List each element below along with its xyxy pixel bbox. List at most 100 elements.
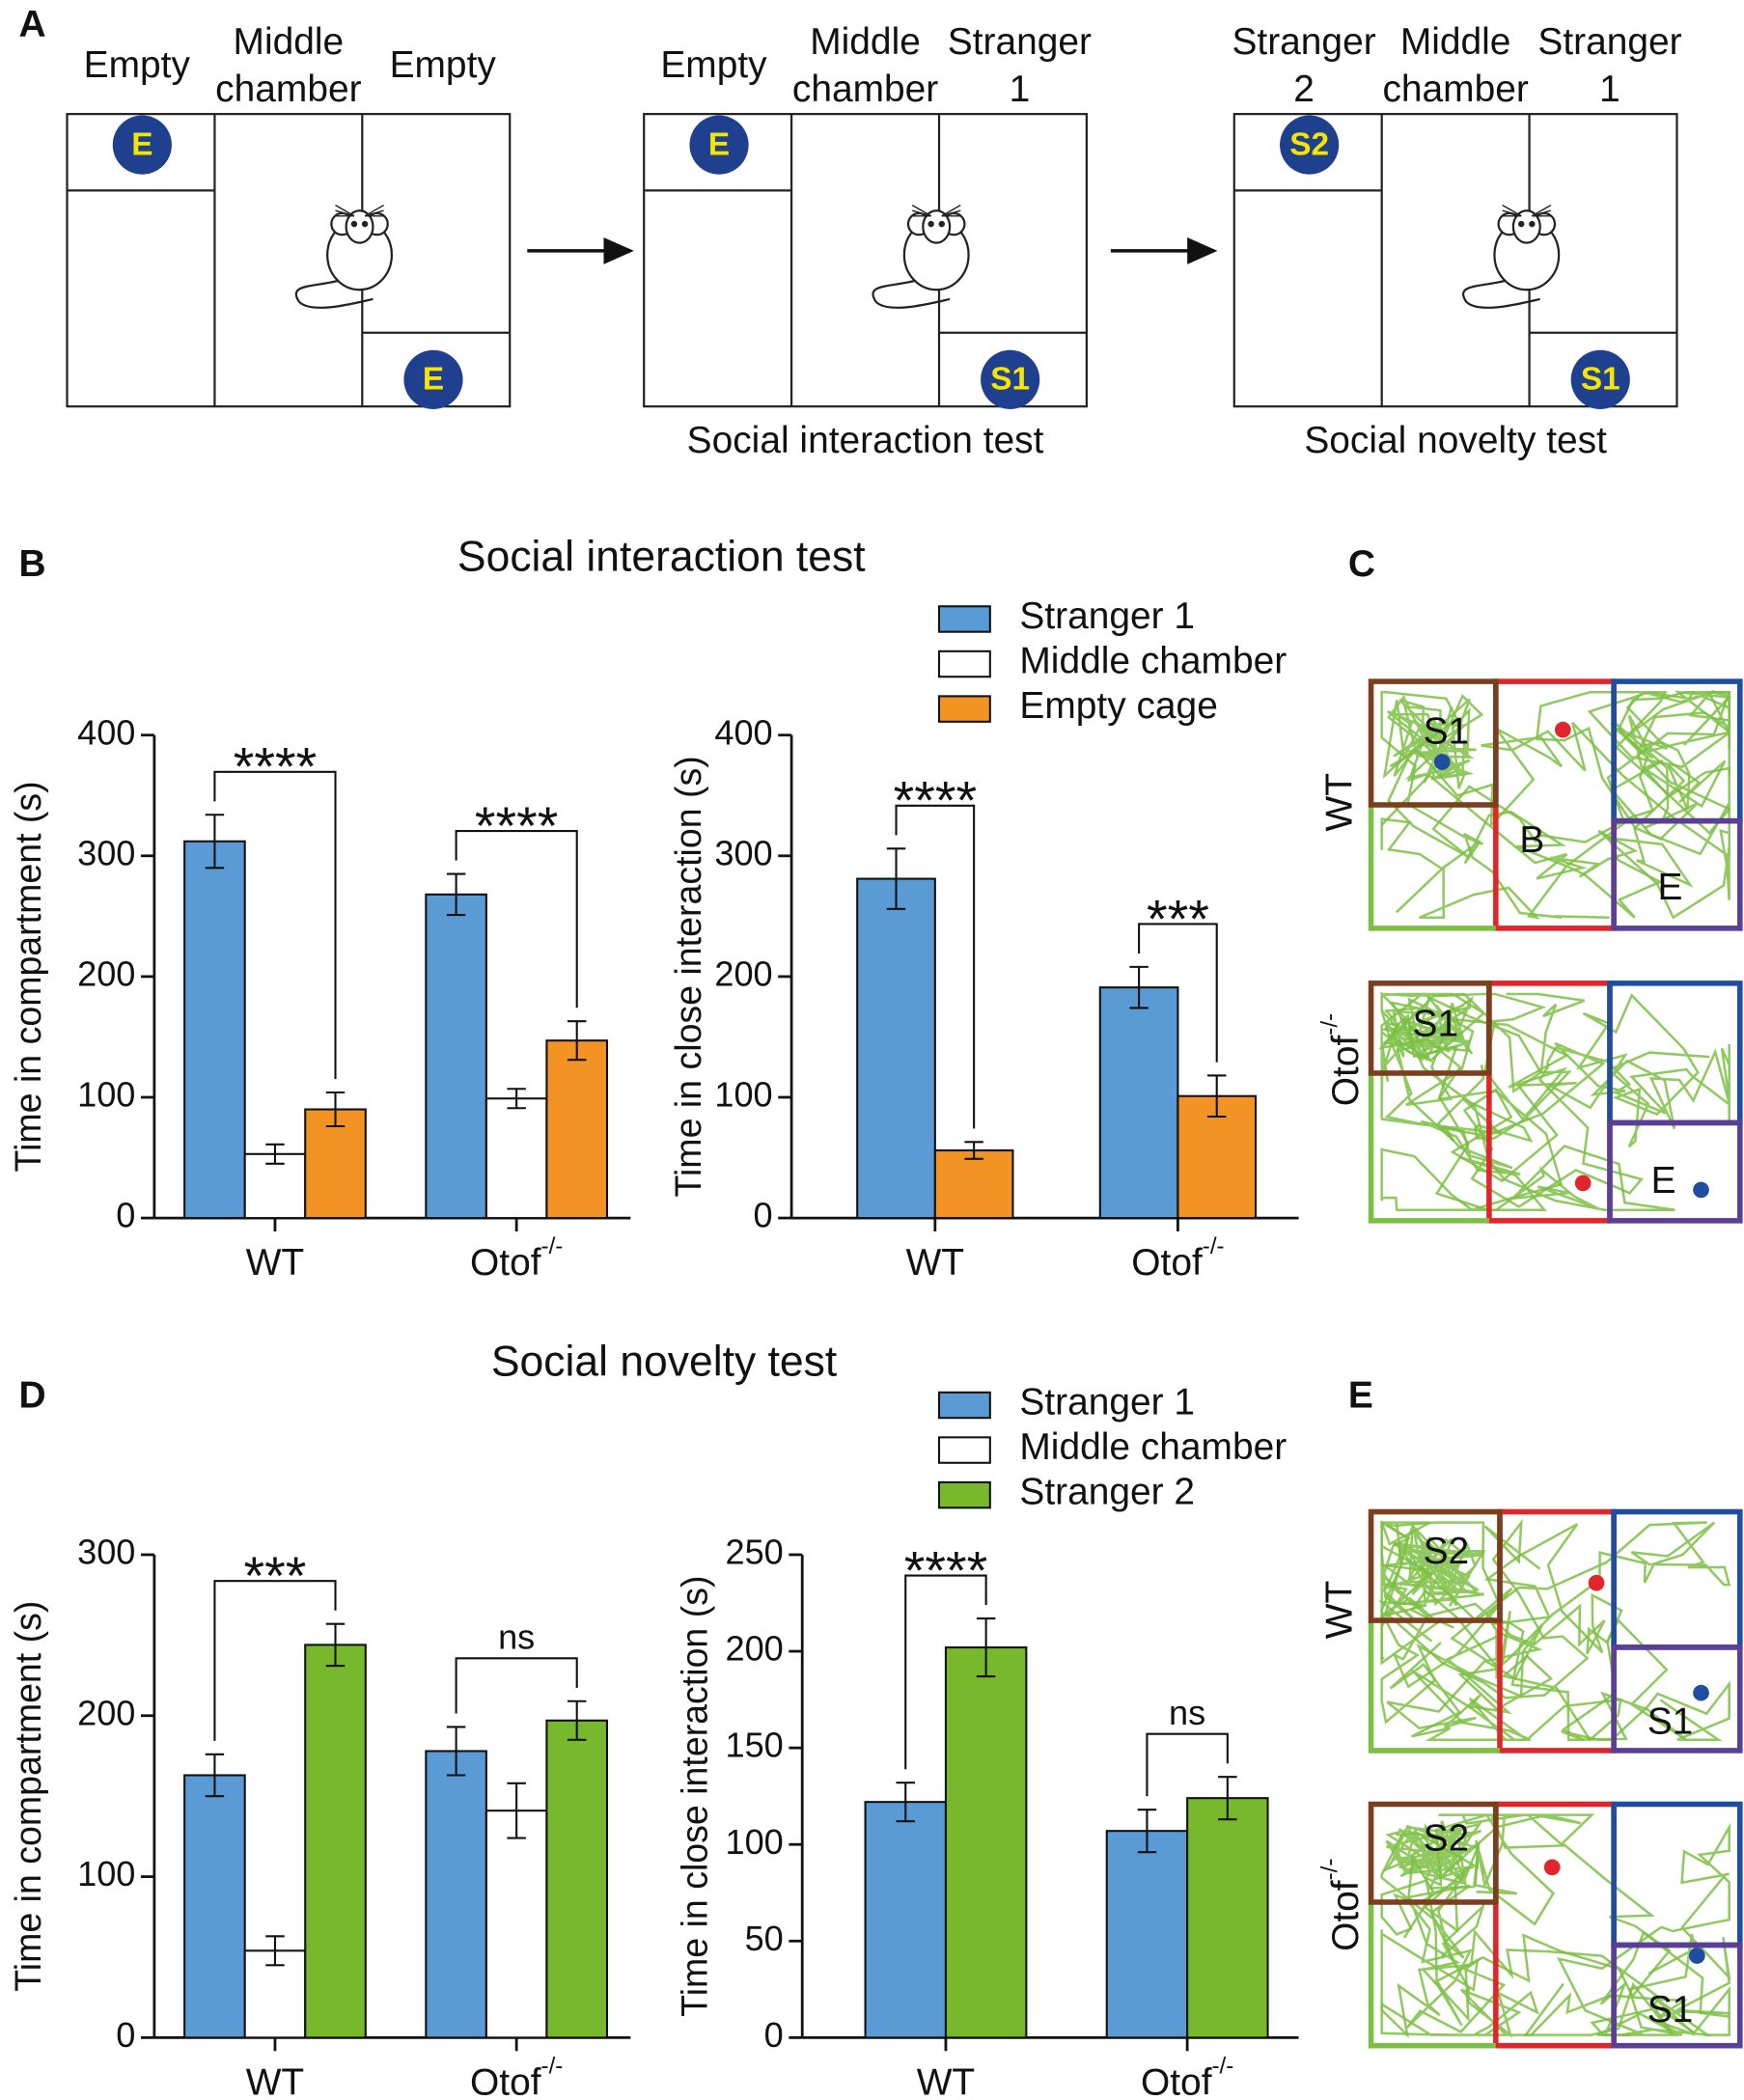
bar [425, 893, 487, 1220]
chamber-label: 2 [1293, 69, 1315, 110]
mouse-eye [938, 220, 945, 228]
chamber-label: Middle [234, 21, 345, 63]
legend-label: Stranger 1 [1019, 595, 1195, 637]
legend-label: Stranger 1 [1019, 1382, 1195, 1423]
legend-swatch [937, 649, 991, 678]
chamber-box [66, 113, 512, 408]
trajectory [1380, 1853, 1730, 2039]
legend-label: Stranger 2 [1019, 1472, 1195, 1513]
x-tick-label: Otof-/- [470, 2054, 563, 2100]
bar [484, 1097, 548, 1220]
x-tick-label: Otof-/- [1131, 1234, 1224, 1284]
chamber-label: Empty [660, 44, 767, 86]
trajectory [1380, 1822, 1731, 2038]
chamber-label: 1 [1010, 69, 1031, 110]
tail-marker [1693, 1181, 1709, 1199]
zone-left-cage [1368, 1508, 1503, 1623]
y-tick-label: 50 [745, 1919, 784, 1958]
group-label: Otof-/- [1317, 1859, 1367, 1951]
whisker [1502, 209, 1522, 217]
significance-label: ns [1169, 1693, 1205, 1732]
mouse-icon [1462, 205, 1561, 309]
chamber-label: chamber [215, 69, 361, 110]
significance-bracket [455, 1657, 578, 1714]
y-tick-label: 100 [77, 1854, 135, 1893]
zone-right-cage [1611, 817, 1743, 931]
mouse-tail [1462, 276, 1540, 309]
bar [183, 840, 246, 1220]
x-tick-label: WT [906, 1242, 965, 1284]
significance-label: *** [244, 1546, 307, 1606]
bar [864, 1801, 947, 2039]
zone-left [1368, 1901, 1496, 2049]
chamber-label: 1 [1599, 69, 1620, 110]
whisker [1532, 209, 1552, 217]
zone-left [1368, 1620, 1501, 1754]
head-marker [1554, 721, 1571, 738]
cage [1280, 115, 1340, 175]
y-tick-label: 200 [77, 1693, 135, 1732]
y-axis-title: Time in close interaction (s) [675, 1576, 715, 2017]
cage-label: S1 [1581, 362, 1620, 398]
zone-label: S1 [1424, 711, 1470, 753]
chamber-label: Empty [390, 44, 497, 86]
chamber-label: Middle [810, 21, 921, 63]
significance-bracket [904, 1574, 987, 1770]
trajectory [1439, 993, 1730, 1208]
zone-right-top [1611, 1508, 1743, 1650]
trajectory [1387, 689, 1732, 859]
bar [1105, 1830, 1189, 2039]
bar [545, 1719, 609, 2039]
chamber-label: Stranger [1537, 21, 1681, 63]
panel-label: A [18, 4, 45, 45]
chamber-box [1232, 113, 1678, 408]
y-tick-label: 300 [77, 1533, 135, 1572]
cage-label: S2 [1289, 126, 1329, 162]
bar [304, 1644, 367, 2039]
chamber-label: Empty [84, 44, 191, 86]
whisker [1532, 205, 1552, 217]
tail-marker [1433, 754, 1451, 770]
y-tick-label: 300 [714, 833, 772, 872]
x-tick-label: Otof-/- [1141, 2054, 1233, 2100]
mouse-head [922, 209, 952, 244]
x-tick-label: Otof-/- [470, 1234, 563, 1284]
cage [689, 115, 749, 175]
y-tick-label: 200 [725, 1629, 783, 1669]
chamber-label: Stranger [948, 21, 1092, 63]
cage-label: E [131, 126, 152, 162]
zone-left-cage [1368, 678, 1499, 808]
bar [243, 1949, 307, 2039]
zone-label: S2 [1424, 1531, 1470, 1572]
chart-title: Social interaction test [457, 533, 866, 580]
significance-label: **** [475, 796, 559, 856]
zone-label: E [1651, 1160, 1676, 1202]
significance-bracket [455, 830, 578, 1009]
mouse-icon [294, 205, 394, 309]
bar [944, 1646, 1028, 2039]
head-marker [1588, 1574, 1605, 1591]
mouse-tail [294, 276, 374, 309]
y-tick-label: 400 [714, 712, 772, 752]
bar [1098, 986, 1179, 1220]
zone-left [1368, 1072, 1489, 1224]
legend-swatch [937, 1391, 991, 1420]
bar [545, 1039, 609, 1220]
cage [1570, 349, 1630, 409]
trajectory-cluster [1382, 693, 1484, 789]
x-tick-label: WT [917, 2061, 975, 2100]
whisker [364, 205, 384, 217]
zone-left-cage [1368, 1801, 1499, 1905]
zone-center [1497, 1508, 1617, 1754]
whisker [912, 209, 931, 217]
zone-left-cage [1368, 981, 1492, 1076]
significance-label: ns [498, 1616, 535, 1656]
zone-right-cage [1611, 1942, 1743, 2049]
zone-label: S1 [1647, 1989, 1694, 2031]
legend-label: Middle chamber [1019, 1426, 1287, 1468]
chamber-label: Stranger [1232, 21, 1375, 63]
panel-label: D [18, 1375, 45, 1417]
mouse-head [1511, 209, 1541, 244]
y-tick-label: 100 [714, 1075, 772, 1115]
